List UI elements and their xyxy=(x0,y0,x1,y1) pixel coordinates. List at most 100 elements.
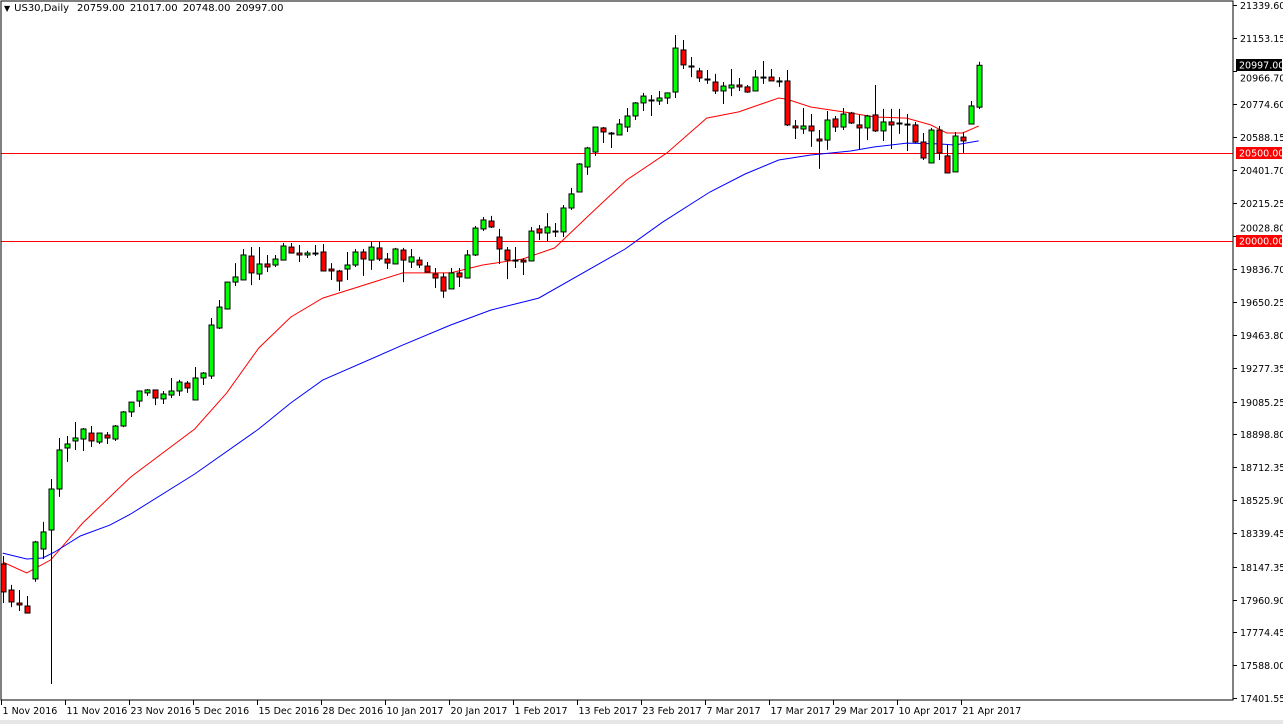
candle-body-bull xyxy=(232,276,239,283)
candle-body-bull xyxy=(552,230,559,233)
candle-body-bull xyxy=(824,119,831,141)
candle-body-bear xyxy=(336,270,343,282)
y-tick-label: 21153.15 xyxy=(1240,34,1283,45)
candle-body-bull xyxy=(560,207,567,233)
candle xyxy=(832,115,839,132)
candle-body-bear xyxy=(384,258,391,264)
candle xyxy=(320,244,327,272)
plot-frame xyxy=(0,0,1234,701)
candle xyxy=(576,163,583,193)
candle-body-bull xyxy=(752,76,759,92)
x-tick-label: 17 Mar 2017 xyxy=(771,706,831,717)
candle-body-bear xyxy=(832,118,839,128)
candle xyxy=(80,427,87,451)
candle xyxy=(424,262,431,273)
x-tick-label: 23 Feb 2017 xyxy=(643,706,702,717)
candle xyxy=(440,272,447,298)
price-axis[interactable]: 21339.60 21153.15 20966.70 20774.60 20588.15… xyxy=(1233,1,1283,705)
candle xyxy=(512,247,519,268)
candle xyxy=(680,39,687,69)
dropdown-triangle-icon[interactable]: ▼ xyxy=(4,4,11,13)
candle xyxy=(736,77,743,91)
candle xyxy=(920,133,927,160)
x-tick-label: 10 Apr 2017 xyxy=(899,706,958,717)
candle xyxy=(16,590,23,611)
x-tick-label: 7 Mar 2017 xyxy=(707,706,761,717)
candle xyxy=(696,67,703,83)
candle xyxy=(264,254,271,273)
candle xyxy=(624,108,631,132)
candle xyxy=(32,540,39,582)
candle-body-bull xyxy=(352,251,359,266)
candle xyxy=(328,263,335,280)
candle xyxy=(488,215,495,229)
candle xyxy=(208,317,215,380)
y-tick-label: 20774.60 xyxy=(1240,100,1283,111)
candle-body-bear xyxy=(520,259,527,263)
candle-body-bear xyxy=(376,247,383,260)
x-tick-label: 5 Dec 2016 xyxy=(195,706,250,717)
candle-body-bull xyxy=(168,390,175,396)
candle xyxy=(848,111,855,125)
candle-body-bull xyxy=(480,219,487,230)
candle xyxy=(640,92,647,112)
y-tick-label: 18898.80 xyxy=(1240,430,1283,441)
candle xyxy=(800,108,807,134)
horizontal-levels xyxy=(1,153,1233,242)
candle-body-bear xyxy=(288,246,295,254)
y-tick-label: 18147.35 xyxy=(1240,563,1283,574)
y-tick-label: 19277.35 xyxy=(1240,364,1283,375)
candle xyxy=(112,424,119,441)
candle xyxy=(528,226,535,262)
candle xyxy=(272,254,279,267)
candle-body-bear xyxy=(816,138,823,142)
candle-body-bear xyxy=(768,76,775,82)
candle xyxy=(472,225,479,257)
candle xyxy=(104,431,111,444)
candle-body-bear xyxy=(456,272,463,278)
candle-body-bear xyxy=(712,81,719,92)
candle-body-bull xyxy=(304,252,311,256)
candle xyxy=(72,421,79,450)
candle xyxy=(712,73,719,94)
candle-body-bull xyxy=(632,102,639,117)
candle xyxy=(64,436,71,462)
candle-body-bear xyxy=(680,49,687,66)
candle-body-bull xyxy=(640,95,647,104)
candle-body-bull xyxy=(576,163,583,193)
candle xyxy=(200,371,207,386)
y-tick-label: 20028.80 xyxy=(1240,224,1283,235)
y-tick-label: 18712.35 xyxy=(1240,463,1283,474)
x-tick-label: 11 Nov 2016 xyxy=(67,706,128,717)
candle-body-bear xyxy=(736,84,743,88)
time-axis: 1 Nov 2016 11 Nov 2016 23 Nov 2016 5 Dec 20… xyxy=(1,700,1021,717)
candle xyxy=(544,213,551,242)
candle-body-bull xyxy=(928,129,935,164)
candle xyxy=(360,248,367,276)
candle-body-bull xyxy=(664,92,671,99)
y-tick-label: 17960.90 xyxy=(1240,596,1283,607)
candle-body-bear xyxy=(24,605,31,614)
candle-body-bull xyxy=(72,437,79,442)
candle xyxy=(56,437,63,497)
candle-body-bull xyxy=(368,246,375,261)
candle-body-bear xyxy=(944,155,951,174)
candle-body-bull xyxy=(472,227,479,256)
candle xyxy=(408,248,415,268)
candle xyxy=(616,118,623,136)
candle-body-bull xyxy=(216,306,223,329)
candle-body-bull xyxy=(48,488,55,531)
candle xyxy=(384,253,391,270)
candle-body-bear xyxy=(416,259,423,266)
candle-body-bull xyxy=(392,248,399,265)
candle-body-bear xyxy=(504,249,511,261)
candle xyxy=(120,411,127,428)
candle xyxy=(176,379,183,396)
candle-body-bear xyxy=(264,263,271,268)
candle-body-bull xyxy=(160,393,167,400)
x-tick-label: 10 Jan 2017 xyxy=(387,706,444,717)
candle xyxy=(464,250,471,279)
candle xyxy=(752,70,759,92)
candle-body-bear xyxy=(488,220,495,228)
